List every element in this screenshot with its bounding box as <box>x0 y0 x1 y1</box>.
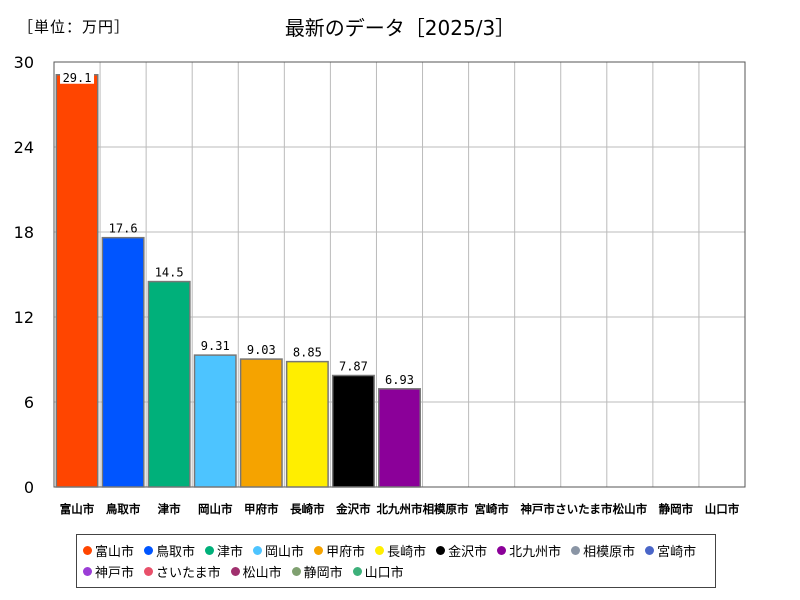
x-tick-label: 長崎市 <box>290 502 325 516</box>
legend-label: 山口市 <box>364 566 404 581</box>
legend-item: 神戸市 <box>83 561 134 582</box>
chart-title: 最新のデータ［2025/3］ <box>284 16 516 40</box>
x-tick-label: 静岡市 <box>659 502 694 516</box>
legend-label: 金沢市 <box>448 545 488 560</box>
legend-item: さいたま市 <box>144 561 221 582</box>
x-tick-label: 富山市 <box>60 502 95 516</box>
legend-marker-icon <box>253 546 263 555</box>
legend-label: さいたま市 <box>156 566 221 581</box>
bar-chart: 0 6 12 18 24 30 29.1 富山市 17.6 鳥取市 14.5 津市 9.31 岡山市 9.0… <box>14 53 746 516</box>
x-tick-label: 岡山市 <box>198 502 233 516</box>
y-tick-label: 6 <box>24 393 34 412</box>
legend-marker-icon <box>314 546 324 555</box>
data-label: 8.85 <box>293 346 322 360</box>
legend-label: 北九州市 <box>509 545 562 560</box>
legend-marker-icon <box>375 546 385 555</box>
legend-label: 神戸市 <box>95 566 135 581</box>
legend-marker-icon <box>83 546 92 555</box>
legend-item: 北九州市 <box>497 540 561 561</box>
bar-甲府市 <box>239 358 283 488</box>
legend-marker-icon <box>352 567 362 576</box>
legend-label: 静岡市 <box>303 566 343 581</box>
legend-label: 甲府市 <box>326 545 366 560</box>
legend-marker-icon <box>144 546 154 555</box>
legend-label: 津市 <box>217 545 244 560</box>
legend-marker-icon <box>205 546 215 555</box>
y-tick-label: 12 <box>14 308 34 327</box>
data-label: 6.93 <box>385 373 414 387</box>
legend-marker-icon <box>144 567 154 576</box>
legend-marker-icon <box>571 546 581 555</box>
legend-item: 津市 <box>205 540 243 561</box>
chart-legend: 富山市 鳥取市 津市 岡山市 甲府市 長崎市 金沢市 北九州市 相模原市 宮崎市神戸市 さいたま市 松… <box>76 534 716 588</box>
bar-富山市 <box>55 74 99 488</box>
legend-marker-icon <box>230 567 240 576</box>
x-tick-label: 相模原市 <box>423 502 469 516</box>
legend-item: 静岡市 <box>291 561 343 582</box>
x-tick-label: 津市 <box>158 502 181 516</box>
bar-長崎市 <box>285 360 329 488</box>
legend-label: 鳥取市 <box>156 545 196 560</box>
legend-item: 宮崎市 <box>645 540 696 561</box>
legend-label: 宮崎市 <box>657 545 697 560</box>
bar-岡山市 <box>193 354 237 488</box>
y-tick-label: 0 <box>24 478 34 497</box>
legend-marker-icon <box>83 567 92 576</box>
data-label: 7.87 <box>339 360 368 374</box>
legend-item: 金沢市 <box>436 540 487 561</box>
x-tick-label: 金沢市 <box>335 502 371 516</box>
legend-item: 長崎市 <box>375 540 426 561</box>
bar-北九州市 <box>378 388 421 488</box>
x-tick-label: 松山市 <box>613 502 648 516</box>
legend-label: 岡山市 <box>265 545 305 560</box>
legend-label: 松山市 <box>242 566 282 581</box>
x-tick-label: 宮崎市 <box>474 502 509 516</box>
x-tick-label: 鳥取市 <box>106 502 141 516</box>
data-label-background <box>60 70 95 84</box>
legend-label: 富山市 <box>95 545 135 560</box>
data-label: 9.31 <box>201 339 230 353</box>
bar-金沢市 <box>331 374 375 488</box>
data-label: 14.5 <box>155 266 184 280</box>
y-tick-label: 30 <box>14 53 34 72</box>
y-tick-label: 18 <box>14 223 34 242</box>
bar-鳥取市 <box>101 236 145 488</box>
bar-津市 <box>147 280 191 488</box>
y-tick-label: 24 <box>14 138 34 157</box>
x-tick-label: さいたま市 <box>555 502 613 516</box>
x-tick-label: 神戸市 <box>520 502 555 516</box>
legend-marker-icon <box>645 546 655 555</box>
data-label: 29.1 <box>63 71 92 85</box>
data-label: 9.03 <box>247 343 276 357</box>
x-tick-label: 甲府市 <box>244 502 279 516</box>
legend-item: 相模原市 <box>571 540 635 561</box>
legend-label: 長崎市 <box>387 545 427 560</box>
legend-item: 岡山市 <box>253 540 304 561</box>
legend-marker-icon <box>436 546 446 555</box>
x-tick-label: 山口市 <box>705 502 740 516</box>
unit-label: ［単位：万円］ <box>18 18 131 36</box>
legend-item: 松山市 <box>230 561 282 582</box>
legend-item: 甲府市 <box>314 540 365 561</box>
data-label: 17.6 <box>109 222 138 236</box>
legend-label: 相模原市 <box>583 545 636 560</box>
legend-item: 山口市 <box>352 561 404 582</box>
legend-marker-icon <box>291 567 301 576</box>
legend-item: 鳥取市 <box>144 540 195 561</box>
legend-marker-icon <box>497 546 507 555</box>
x-tick-label: 北九州市 <box>377 502 423 516</box>
legend-item: 富山市 <box>83 540 134 561</box>
